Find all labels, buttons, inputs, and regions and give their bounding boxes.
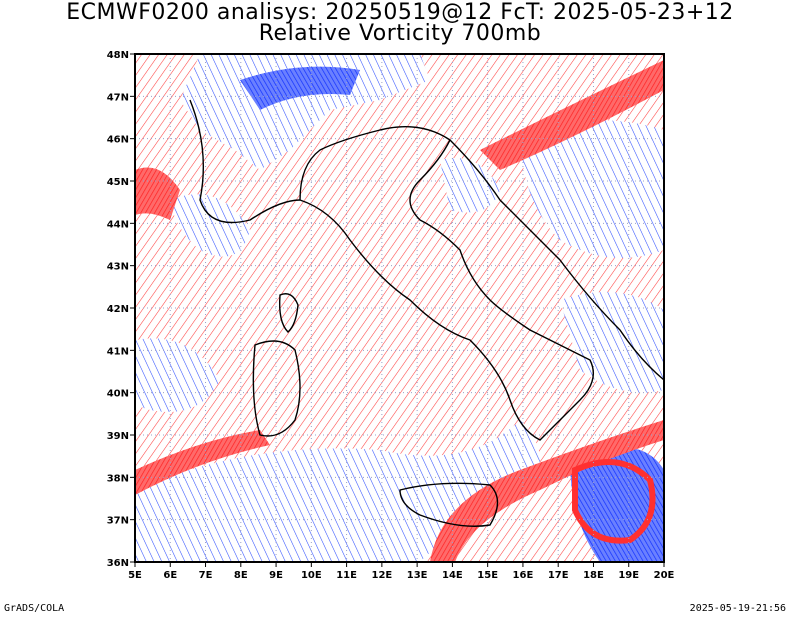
positive-band-ring-southeast xyxy=(572,459,656,544)
italy-coastline xyxy=(299,125,594,441)
negative-area-ionian xyxy=(560,292,664,393)
lat-tick-label: 44N xyxy=(107,219,129,230)
longitude-axis: 5E 6E 7E 8E 9E 10E 11E 12E 13E 14E 15E 16E 17E 18E 19E… xyxy=(128,562,675,581)
lat-tick-label: 46N xyxy=(107,135,129,146)
positive-band-west xyxy=(135,167,180,220)
negative-area-adriatic xyxy=(440,158,500,213)
lon-tick-label: 16E xyxy=(513,570,534,581)
lon-tick-label: 7E xyxy=(199,570,213,581)
lon-tick-label: 10E xyxy=(301,570,322,581)
negative-area-west xyxy=(170,194,250,257)
france-border xyxy=(189,99,301,224)
lon-tick-label: 6E xyxy=(163,570,177,581)
lon-tick-label: 12E xyxy=(371,570,392,581)
lat-tick-label: 42N xyxy=(107,304,129,315)
lon-tick-label: 5E xyxy=(128,570,142,581)
sardinia-coastline xyxy=(252,340,301,437)
negative-area-alps xyxy=(240,66,360,110)
negative-area-southwest xyxy=(135,420,540,562)
map-title-line1: ECMWF0200 analisys: 20250519@12 FcT: 202… xyxy=(66,0,734,25)
lat-tick-label: 39N xyxy=(107,431,129,442)
lon-tick-label: 19E xyxy=(618,570,639,581)
lon-tick-label: 15E xyxy=(477,570,498,581)
lat-tick-label: 43N xyxy=(107,262,129,273)
latitude-axis: 36N 37N 38N 39N 40N 41N 42N 43N 44N 45N 46N 47N 48N xyxy=(107,50,135,569)
positive-band-south xyxy=(430,420,664,562)
lon-tick-label: 17E xyxy=(548,570,569,581)
coastlines xyxy=(189,99,664,527)
footer-timestamp: 2025-05-19-21:56 xyxy=(689,603,786,614)
lat-tick-label: 45N xyxy=(107,177,129,188)
positive-band-northeast xyxy=(480,60,664,170)
map-title-line2: Relative Vorticity 700mb xyxy=(258,21,542,46)
lon-tick-label: 20E xyxy=(654,570,675,581)
lon-tick-label: 8E xyxy=(234,570,248,581)
contour-field xyxy=(135,54,664,562)
lon-tick-label: 13E xyxy=(407,570,428,581)
lat-tick-label: 37N xyxy=(107,516,129,527)
lon-tick-label: 9E xyxy=(269,570,283,581)
lat-tick-label: 48N xyxy=(107,50,129,61)
lon-tick-label: 14E xyxy=(442,570,463,581)
balkan-coastline xyxy=(449,139,664,381)
positive-band-southwest xyxy=(135,430,270,495)
lat-tick-label: 47N xyxy=(107,92,129,103)
lon-tick-label: 18E xyxy=(583,570,604,581)
footer-credit: GrADS/COLA xyxy=(4,603,65,614)
positive-band-central xyxy=(300,177,480,280)
lon-tick-label: 11E xyxy=(336,570,357,581)
negative-area-west-sea xyxy=(135,338,220,412)
corsica-coastline xyxy=(278,293,299,333)
sicily-coastline xyxy=(399,482,499,527)
lat-tick-label: 38N xyxy=(107,473,129,484)
lat-tick-label: 36N xyxy=(107,558,129,569)
lat-tick-label: 40N xyxy=(107,389,129,400)
lat-tick-label: 41N xyxy=(107,346,129,357)
